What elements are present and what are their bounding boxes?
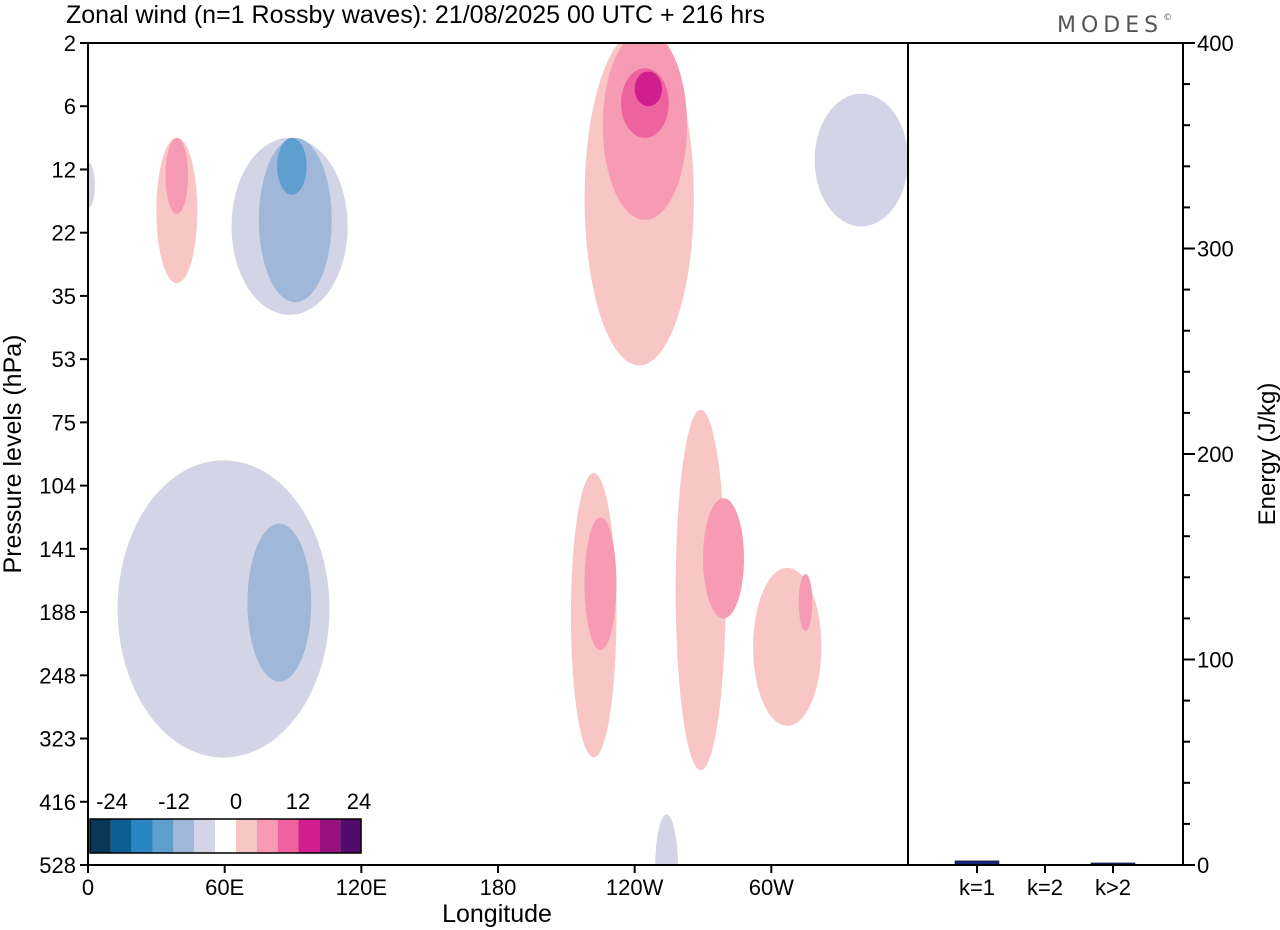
x-tick-label: 120E — [336, 875, 387, 900]
energy-tick-label: 0 — [1197, 853, 1209, 878]
colorbar-tick-label: 24 — [347, 789, 371, 814]
y-tick-label: 22 — [52, 221, 76, 246]
x-tick-label: 180 — [480, 875, 517, 900]
y-tick-label: 141 — [39, 537, 76, 562]
x-axis-label: Longitude — [442, 900, 552, 928]
colorbar-swatch — [152, 819, 174, 853]
colorbar-swatch — [319, 819, 341, 853]
chart-title: Zonal wind (n=1 Rossby waves): 21/08/202… — [66, 1, 765, 29]
colorbar-swatch — [340, 819, 362, 853]
colorbar-swatch — [131, 819, 153, 853]
y-tick-label: 248 — [39, 663, 76, 688]
x-tick-label: 60W — [749, 875, 794, 900]
y-tick-label: 104 — [39, 474, 76, 499]
wind-region-10 — [814, 93, 908, 227]
colorbar-swatch — [90, 819, 111, 853]
energy-tick-label: 400 — [1197, 31, 1234, 56]
energy-tick-label: 200 — [1197, 442, 1234, 467]
colorbar-tick-label: 0 — [230, 789, 242, 814]
wind-region-16 — [703, 498, 744, 619]
colorbar-swatch — [298, 819, 320, 853]
bar-category-label: k=1 — [959, 875, 995, 900]
y-tick-label: 75 — [52, 410, 76, 435]
wind-region-5 — [88, 163, 95, 208]
plot-frame — [87, 42, 1184, 866]
colorbar: -24 -12 0 12 24 — [89, 789, 371, 854]
y-tick-label: 53 — [52, 347, 76, 372]
y-tick-label: 6 — [64, 94, 76, 119]
wind-region-15 — [675, 409, 726, 771]
x-tick-label: 120W — [606, 875, 664, 900]
colorbar-swatch — [194, 819, 216, 853]
colorbar-swatch — [215, 819, 236, 853]
colorbar-tick-label: -12 — [158, 789, 190, 814]
colorbar-swatch — [173, 819, 195, 853]
y-tick-label: 323 — [39, 727, 76, 752]
y-axis-label: Pressure levels (hPa) — [0, 335, 27, 574]
wind-region-3 — [258, 137, 332, 303]
wind-region-14 — [584, 517, 617, 651]
colorbar-swatch — [256, 819, 278, 853]
colorbar-tick-label: -24 — [96, 789, 128, 814]
y-tick-label: 35 — [52, 284, 76, 309]
wind-region-9 — [634, 71, 662, 107]
colorbar-swatch — [277, 819, 299, 853]
bar-category-label: k=2 — [1027, 875, 1063, 900]
energy-tick-label: 300 — [1197, 237, 1234, 262]
wind-contour-panel — [88, 43, 908, 865]
wind-region-19 — [655, 814, 678, 865]
wind-region-4 — [277, 137, 307, 195]
colorbar-swatch — [110, 819, 132, 853]
colorbar-swatch — [235, 819, 257, 853]
x-tick-label: 60E — [205, 875, 244, 900]
y-tick-label: 2 — [64, 31, 76, 56]
wind-region-1 — [165, 137, 189, 214]
y-tick-label: 12 — [52, 157, 76, 182]
energy-tick-label: 100 — [1197, 648, 1234, 673]
modes-logo: MODES© — [1057, 13, 1177, 38]
wind-region-12 — [247, 523, 312, 682]
energy-bar-panel: 0 100 200 300 400 k=1 k=2 k>2 — [954, 31, 1234, 900]
colorbar-tick-label: 12 — [286, 789, 310, 814]
energy-axis-label: Energy (J/kg) — [1254, 383, 1280, 526]
y-tick-label: 416 — [39, 790, 76, 815]
wind-region-18 — [798, 574, 813, 632]
x-tick-label: 0 — [82, 875, 94, 900]
y-tick-label: 188 — [39, 600, 76, 625]
y-tick-label: 528 — [39, 853, 76, 878]
colorbar-frame — [89, 818, 362, 854]
bar-category-label: k>2 — [1095, 875, 1131, 900]
